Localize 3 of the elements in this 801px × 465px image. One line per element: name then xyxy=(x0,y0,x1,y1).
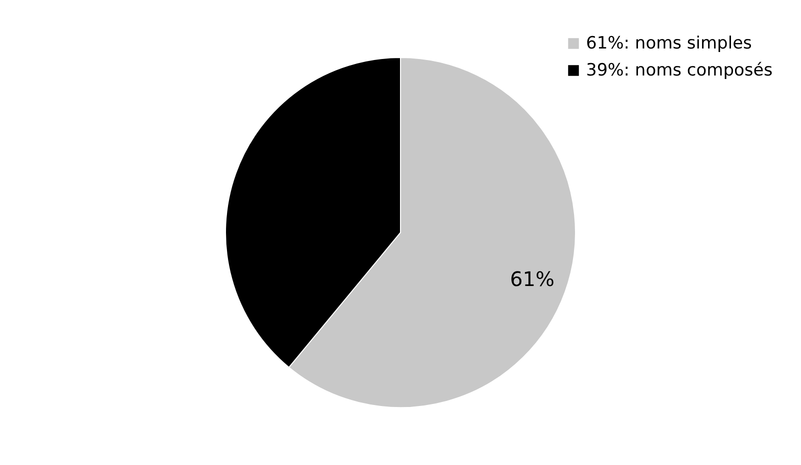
legend-label: 61%: noms simples xyxy=(586,34,752,54)
data-label: 61% xyxy=(510,266,554,291)
legend-label: 39%: noms composés xyxy=(586,60,773,80)
